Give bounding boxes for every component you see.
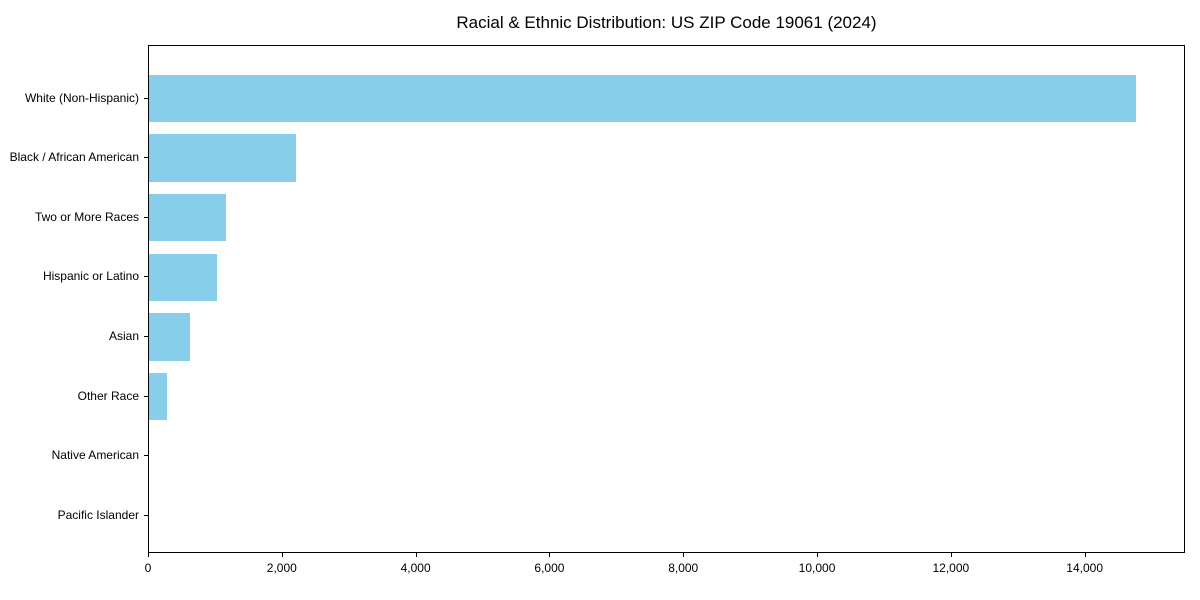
- y-tick-mark: [144, 395, 148, 397]
- y-tick-label: Asian: [108, 328, 139, 343]
- chart-title: Racial & Ethnic Distribution: US ZIP Cod…: [456, 13, 877, 32]
- y-tick-label: Black / African American: [9, 150, 139, 165]
- x-tick-mark: [1084, 553, 1086, 557]
- x-tick-label: 0: [144, 561, 152, 575]
- y-tick-mark: [144, 276, 148, 278]
- x-tick-mark: [950, 553, 952, 557]
- bar-asian: [149, 313, 191, 361]
- bar-two-or-more-races: [149, 193, 226, 242]
- y-tick-label: Native American: [51, 448, 139, 463]
- x-tick-mark: [817, 553, 819, 557]
- y-tick-label: Pacific Islander: [57, 507, 139, 522]
- bar-white-non-hispanic: [149, 74, 1137, 123]
- plot-area: [148, 45, 1185, 553]
- x-tick-label: 12,000: [932, 561, 970, 575]
- y-tick-mark: [144, 514, 148, 516]
- x-tick-label: 14,000: [1066, 561, 1103, 575]
- y-tick-label: Hispanic or Latino: [42, 269, 139, 284]
- x-tick-label: 8,000: [668, 561, 699, 575]
- x-tick-mark: [415, 553, 417, 557]
- y-tick-label: White (Non-Hispanic): [24, 90, 139, 105]
- bar-hispanic-or-latino: [149, 253, 218, 302]
- y-tick-mark: [144, 97, 148, 99]
- y-tick-mark: [144, 157, 148, 159]
- x-tick-label: 10,000: [798, 561, 836, 575]
- bar-other-race: [149, 372, 168, 421]
- y-tick-mark: [144, 216, 148, 218]
- y-tick-label: Other Race: [77, 388, 139, 403]
- x-tick-mark: [148, 553, 149, 557]
- bar-black-african-american: [149, 134, 297, 182]
- y-tick-label: Two or More Races: [34, 209, 139, 224]
- x-tick-label: 4,000: [400, 561, 431, 575]
- y-tick-mark: [144, 455, 148, 457]
- x-tick-mark: [549, 553, 551, 557]
- x-tick-mark: [281, 553, 283, 557]
- x-tick-label: 6,000: [534, 561, 565, 575]
- x-tick-label: 2,000: [266, 561, 297, 575]
- y-tick-mark: [144, 335, 148, 337]
- x-tick-mark: [683, 553, 685, 557]
